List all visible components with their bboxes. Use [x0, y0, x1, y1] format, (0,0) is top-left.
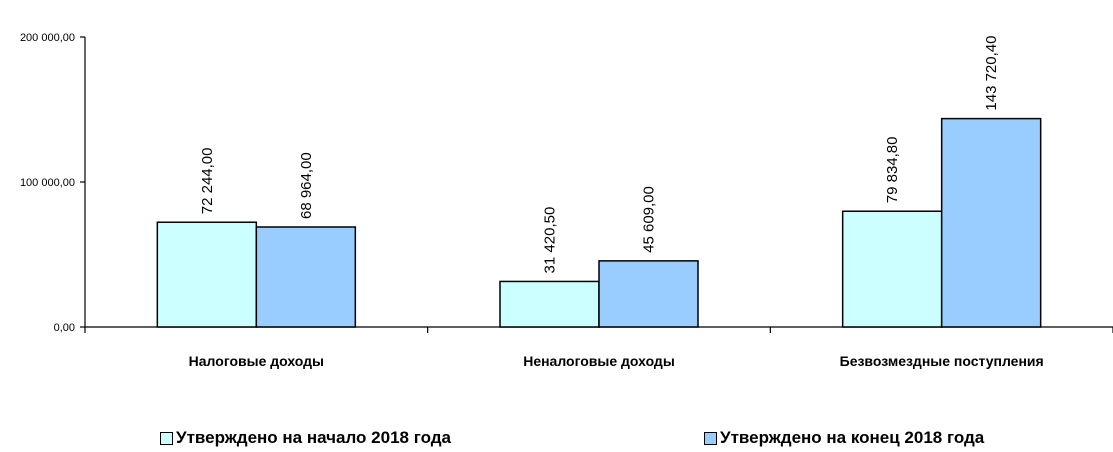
category-label: Безвозмездные поступления — [840, 353, 1044, 369]
bar-chart: 0,00 100 000,00 200 000,00 Налоговые доход… — [20, 32, 1113, 369]
bar-series-1 — [156, 221, 258, 328]
legend-swatch-series-2 — [704, 431, 717, 445]
data-label: 143 720,40 — [983, 36, 1000, 111]
y-tick-label: 100 000,00 — [20, 177, 75, 189]
bars — [156, 117, 1042, 328]
legend-item-series-2: Утверждено на конец 2018 года — [704, 428, 984, 448]
category-label: Налоговые доходы — [189, 353, 324, 369]
data-labels: 72 244,00 68 964,00 31 420,50 45 609,00 79 8… — [199, 36, 1000, 274]
bar-series-1 — [841, 210, 943, 328]
bar-series-2 — [940, 117, 1042, 328]
data-label: 68 964,00 — [298, 152, 315, 219]
data-label: 45 609,00 — [641, 186, 658, 253]
legend-swatch-series-1 — [160, 431, 173, 445]
data-label: 79 834,80 — [884, 137, 901, 204]
y-tick-label: 200 000,00 — [20, 32, 75, 44]
y-tick-label: 0,00 — [54, 322, 75, 334]
legend-item-series-1: Утверждено на начало 2018 года — [160, 428, 451, 448]
data-label: 31 420,50 — [542, 207, 559, 274]
bar-series-1 — [499, 280, 600, 328]
x-axis: Налоговые доходы Неналоговые доходы Безвоз… — [84, 326, 1113, 369]
legend-label-series-2: Утверждено на конец 2018 года — [720, 428, 985, 447]
category-label: Неналоговые доходы — [523, 353, 675, 369]
bar-series-2 — [255, 226, 357, 328]
y-axis: 0,00 100 000,00 200 000,00 — [20, 32, 86, 334]
bar-series-2 — [598, 260, 699, 328]
legend-label-series-1: Утверждено на начало 2018 года — [176, 428, 451, 447]
data-label: 72 244,00 — [199, 148, 216, 215]
